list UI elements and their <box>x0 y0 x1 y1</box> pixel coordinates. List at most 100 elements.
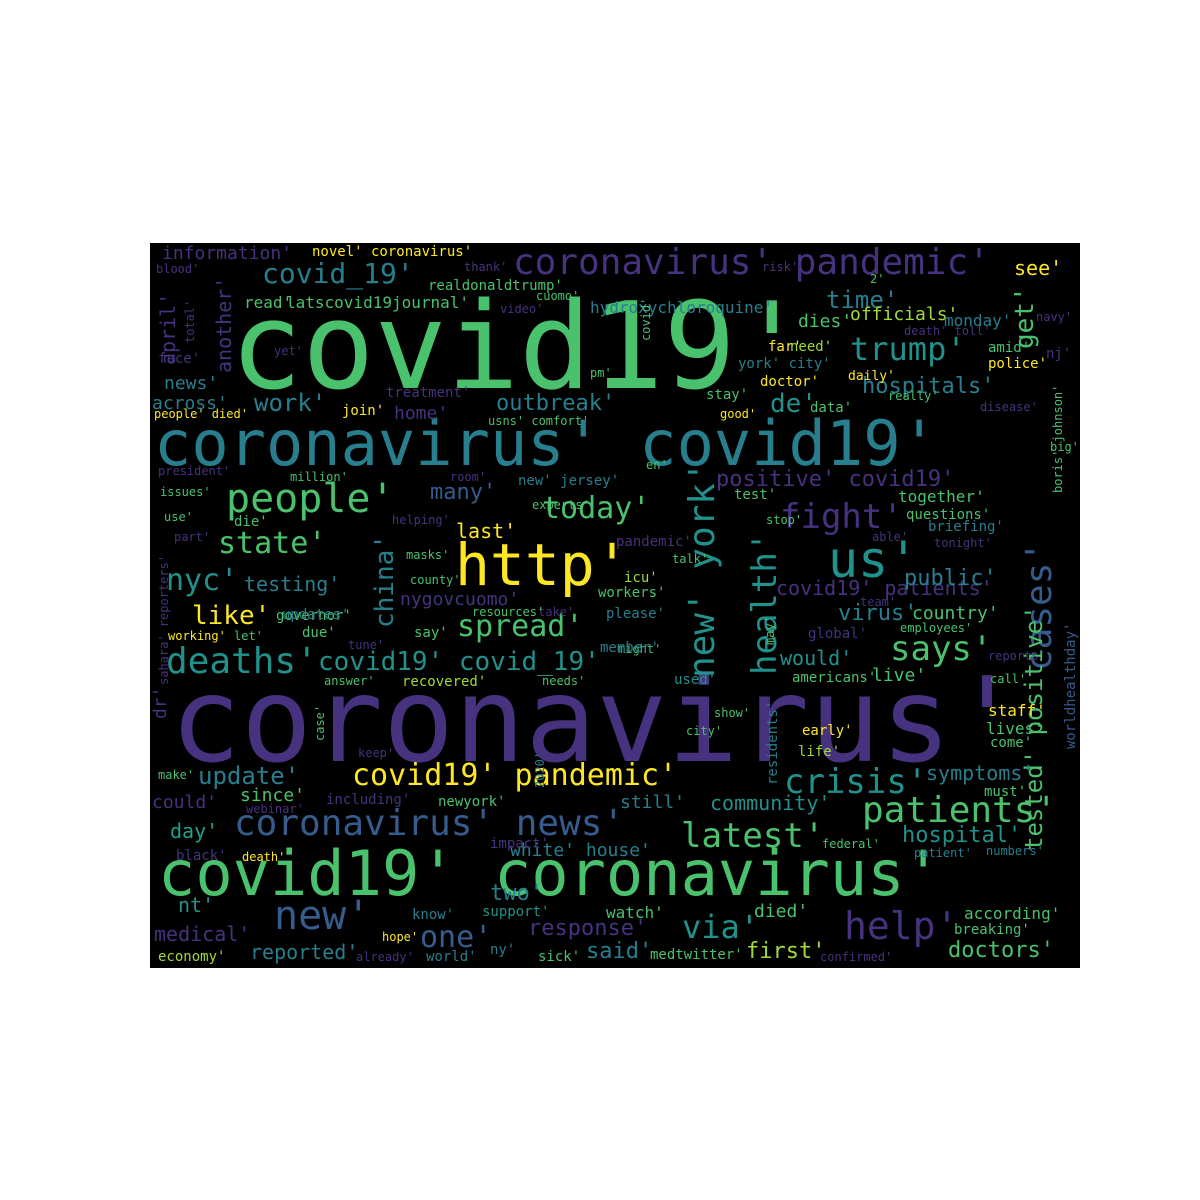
word: latest' <box>681 816 825 856</box>
word: together' <box>898 487 985 506</box>
word: helping' <box>392 513 450 527</box>
word: trump' <box>850 330 966 368</box>
word: could' <box>152 792 218 813</box>
word: reports' <box>988 649 1046 663</box>
word: may' <box>763 616 777 645</box>
word: covid' <box>639 297 653 341</box>
word: thank' <box>464 260 508 274</box>
word: died' <box>754 901 809 922</box>
word: early' <box>802 723 853 739</box>
word: daily' <box>848 369 895 384</box>
word: testing' <box>244 572 341 596</box>
word: another' <box>212 276 236 373</box>
word: coronavirus' news' <box>234 803 625 844</box>
word: said' <box>586 939 653 964</box>
word: help' <box>844 904 959 948</box>
word: questions' <box>906 507 991 523</box>
word: team' <box>860 595 897 609</box>
word: nt' <box>178 893 215 917</box>
word: really' <box>888 389 939 403</box>
word: officials' <box>850 304 959 325</box>
word: last' <box>456 519 517 543</box>
word: day' <box>170 819 219 843</box>
word: de' <box>770 389 817 419</box>
word: americans' <box>792 670 877 686</box>
word: spread' <box>457 609 584 644</box>
word: sahara' reporters' <box>157 554 171 685</box>
word: already' <box>356 950 414 964</box>
word: test' <box>734 487 777 503</box>
word: call' <box>990 672 1027 686</box>
word: medtwitter' <box>650 947 743 963</box>
word: experts' <box>532 498 590 512</box>
word: death' toll' <box>904 324 991 338</box>
word: working' <box>168 629 226 643</box>
word: icu' <box>624 570 658 586</box>
word: worldhealthday' <box>1063 622 1079 749</box>
word: hospitals' <box>862 374 995 399</box>
word: come' <box>990 735 1033 751</box>
word: room' <box>450 470 487 484</box>
word: pandemic' <box>616 534 692 550</box>
word: tune' <box>348 638 385 652</box>
word: ny' <box>490 942 516 958</box>
word: via' <box>682 908 760 946</box>
word: white' house' <box>510 840 651 861</box>
word: data' <box>810 400 853 416</box>
word: time' <box>826 286 899 314</box>
word: information' <box>162 243 293 264</box>
word: used' <box>674 672 717 688</box>
word: lives' <box>986 719 1044 738</box>
word: tonight' <box>934 536 992 550</box>
word: new' jersey' <box>518 473 620 489</box>
word: police' <box>988 356 1048 372</box>
word: good' <box>720 407 757 421</box>
word: global' <box>808 626 868 642</box>
word: federal' <box>822 837 880 851</box>
word: employees' <box>900 621 973 635</box>
word: sick' <box>538 949 581 965</box>
word: coronavirus' covid19' <box>154 407 938 480</box>
word: en' <box>646 458 668 472</box>
word: covid19' coronavirus' <box>158 837 942 910</box>
word: might' <box>618 642 662 656</box>
word: use' <box>164 510 193 524</box>
word: read' <box>244 293 293 312</box>
word: realdonaldtrump' <box>428 278 563 294</box>
word: answer' <box>324 674 375 688</box>
word: death' <box>242 850 286 864</box>
word: patients' <box>862 790 1058 831</box>
word: still' <box>620 792 686 813</box>
word: webinar' <box>246 802 304 816</box>
word: http' <box>455 531 630 599</box>
word: first' <box>746 939 826 964</box>
word: amid' <box>988 340 1031 356</box>
word: life' <box>798 744 841 760</box>
word: including' <box>326 792 411 808</box>
word: update' <box>198 762 300 790</box>
word: risk' <box>762 260 799 274</box>
word: workers' <box>598 585 666 601</box>
word: 2020' <box>533 751 547 788</box>
word: says' <box>890 629 993 669</box>
word: recovered' <box>402 674 487 690</box>
word-cloud: covid19' coronavirus' coronavirus' covid… <box>150 243 1080 968</box>
word: issues' <box>160 485 211 499</box>
word: support' <box>482 904 550 920</box>
word: across' <box>152 393 228 414</box>
word: impact' <box>490 836 550 852</box>
word: stop' <box>766 513 803 527</box>
word: watch' <box>606 903 664 922</box>
word: take' <box>538 605 575 619</box>
word: due' <box>302 625 336 641</box>
word: blood' <box>156 262 200 276</box>
word: city' <box>686 724 723 738</box>
word: hope' <box>382 930 419 944</box>
word: member' <box>600 640 660 656</box>
word: would' <box>780 646 853 670</box>
word: country' <box>912 603 999 624</box>
word: positive' covid19' <box>716 467 955 492</box>
word: outbreak' <box>496 391 616 416</box>
word: video' <box>500 302 544 316</box>
word: dr' <box>150 686 171 719</box>
